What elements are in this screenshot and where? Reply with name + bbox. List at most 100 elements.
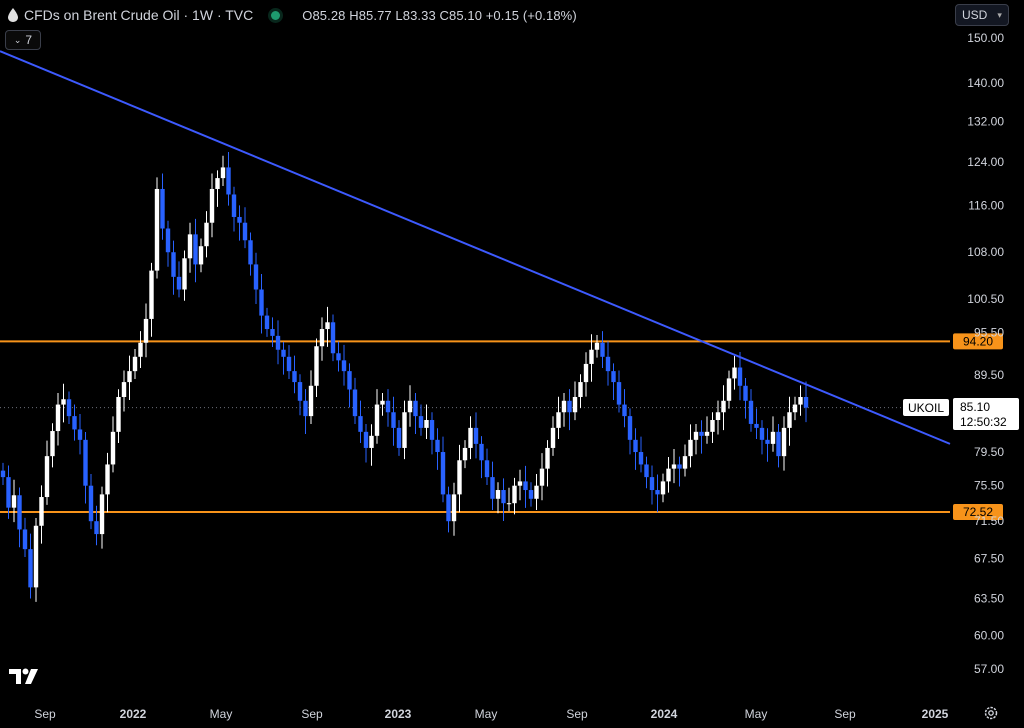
- candle: [281, 341, 286, 375]
- candle: [358, 400, 363, 444]
- candle: [704, 416, 710, 444]
- x-tick-label: 2024: [651, 707, 678, 721]
- candle: [215, 170, 220, 207]
- settings-gear-icon[interactable]: [983, 705, 999, 721]
- tradingview-logo-icon[interactable]: [8, 666, 40, 686]
- currency-label: USD: [962, 8, 988, 22]
- candle: [83, 432, 88, 504]
- candle: [72, 404, 77, 441]
- candle: [567, 389, 572, 431]
- candle: [638, 436, 644, 473]
- y-tick-label: 132.00: [967, 114, 1004, 128]
- candle: [682, 444, 688, 477]
- ohlc-values: O85.28 H85.77 L83.33 C85.10 +0.15 (+0.18…: [302, 7, 577, 23]
- candle: [655, 474, 660, 513]
- symbol-title[interactable]: CFDs on Brent Crude Oil · 1W · TVC: [24, 7, 254, 23]
- candle: [22, 517, 28, 558]
- market-status-icon[interactable]: [271, 10, 281, 20]
- candle: [484, 448, 490, 485]
- candle: [204, 211, 209, 258]
- candle: [721, 385, 726, 431]
- candle: [391, 396, 396, 446]
- y-tick-label: 100.50: [967, 292, 1004, 306]
- candle: [429, 412, 435, 455]
- candle: [446, 486, 451, 533]
- candle: [99, 486, 105, 549]
- candle: [132, 349, 138, 380]
- candle: [226, 151, 231, 206]
- candle: [6, 465, 11, 519]
- x-tick-label: 2023: [385, 707, 412, 721]
- candle: [748, 389, 754, 432]
- candle: [737, 352, 743, 401]
- y-tick-label: 116.00: [968, 199, 1004, 213]
- descending-trendline[interactable]: [0, 50, 951, 445]
- candle: [787, 396, 792, 446]
- candle: [666, 457, 671, 493]
- candle: [182, 250, 187, 301]
- candle: [66, 391, 72, 424]
- candle: [517, 469, 523, 501]
- candle: [341, 344, 347, 386]
- candle: [39, 485, 44, 544]
- currency-select[interactable]: USD ▾: [955, 4, 1009, 26]
- candle: [44, 440, 50, 505]
- candle: [28, 533, 33, 599]
- candle: [402, 400, 407, 460]
- price-axis[interactable]: 150.00 140.00 132.00 124.00 116.00 108.00 100.…: [967, 31, 1004, 676]
- candle: [363, 424, 369, 463]
- candle: [413, 392, 418, 434]
- y-tick-label: 150.00: [967, 31, 1004, 45]
- x-tick-label: 2025: [922, 707, 949, 721]
- candle: [710, 412, 715, 444]
- y-tick-label: 67.50: [974, 552, 1004, 566]
- x-tick-label: Sep: [834, 707, 856, 721]
- candle: [589, 334, 594, 382]
- time-axis[interactable]: Sep 2022 May Sep 2023 May Sep 2024 May Sep 2025: [34, 707, 948, 721]
- candle: [110, 416, 116, 473]
- x-tick-label: May: [475, 707, 498, 721]
- candle: [94, 505, 99, 546]
- candle: [171, 240, 176, 295]
- candle: [633, 428, 638, 470]
- y-tick-label: 95.50: [974, 325, 1004, 339]
- candle: [781, 416, 787, 471]
- candle: [264, 307, 270, 337]
- candle: [380, 392, 385, 416]
- candle: [583, 352, 589, 397]
- candle: [699, 420, 704, 454]
- candle: [501, 478, 506, 522]
- candle: [308, 370, 314, 424]
- candle: [457, 444, 462, 513]
- symbol-tag: UKOIL: [908, 401, 944, 415]
- candle: [451, 482, 457, 536]
- y-tick-label: 57.00: [974, 662, 1004, 676]
- candle: [765, 428, 770, 462]
- candle: [770, 416, 776, 452]
- candle: [297, 374, 303, 416]
- y-tick-label: 108.00: [967, 245, 1004, 259]
- candle: [523, 465, 528, 508]
- candle: [539, 453, 545, 501]
- candle: [440, 436, 446, 503]
- candle: [352, 377, 358, 424]
- candle: [693, 424, 699, 455]
- x-tick-label: May: [210, 707, 233, 721]
- candle: [468, 416, 473, 460]
- indicators-toggle[interactable]: ⌄ 7: [5, 30, 41, 50]
- candle: [319, 317, 325, 361]
- candle: [495, 482, 501, 514]
- level-tag-bg: [953, 333, 1003, 350]
- candle: [743, 378, 748, 419]
- candle: [528, 482, 534, 507]
- candle: [732, 355, 737, 390]
- candle: [88, 474, 94, 530]
- horizontal-levels: 94.20 72.52: [0, 333, 1003, 520]
- candle: [55, 392, 61, 446]
- candle: [649, 465, 655, 505]
- y-tick-label: 71.50: [974, 514, 1004, 528]
- level-tag-bg: [953, 503, 1003, 520]
- candle: [242, 207, 248, 249]
- candle: [275, 320, 281, 365]
